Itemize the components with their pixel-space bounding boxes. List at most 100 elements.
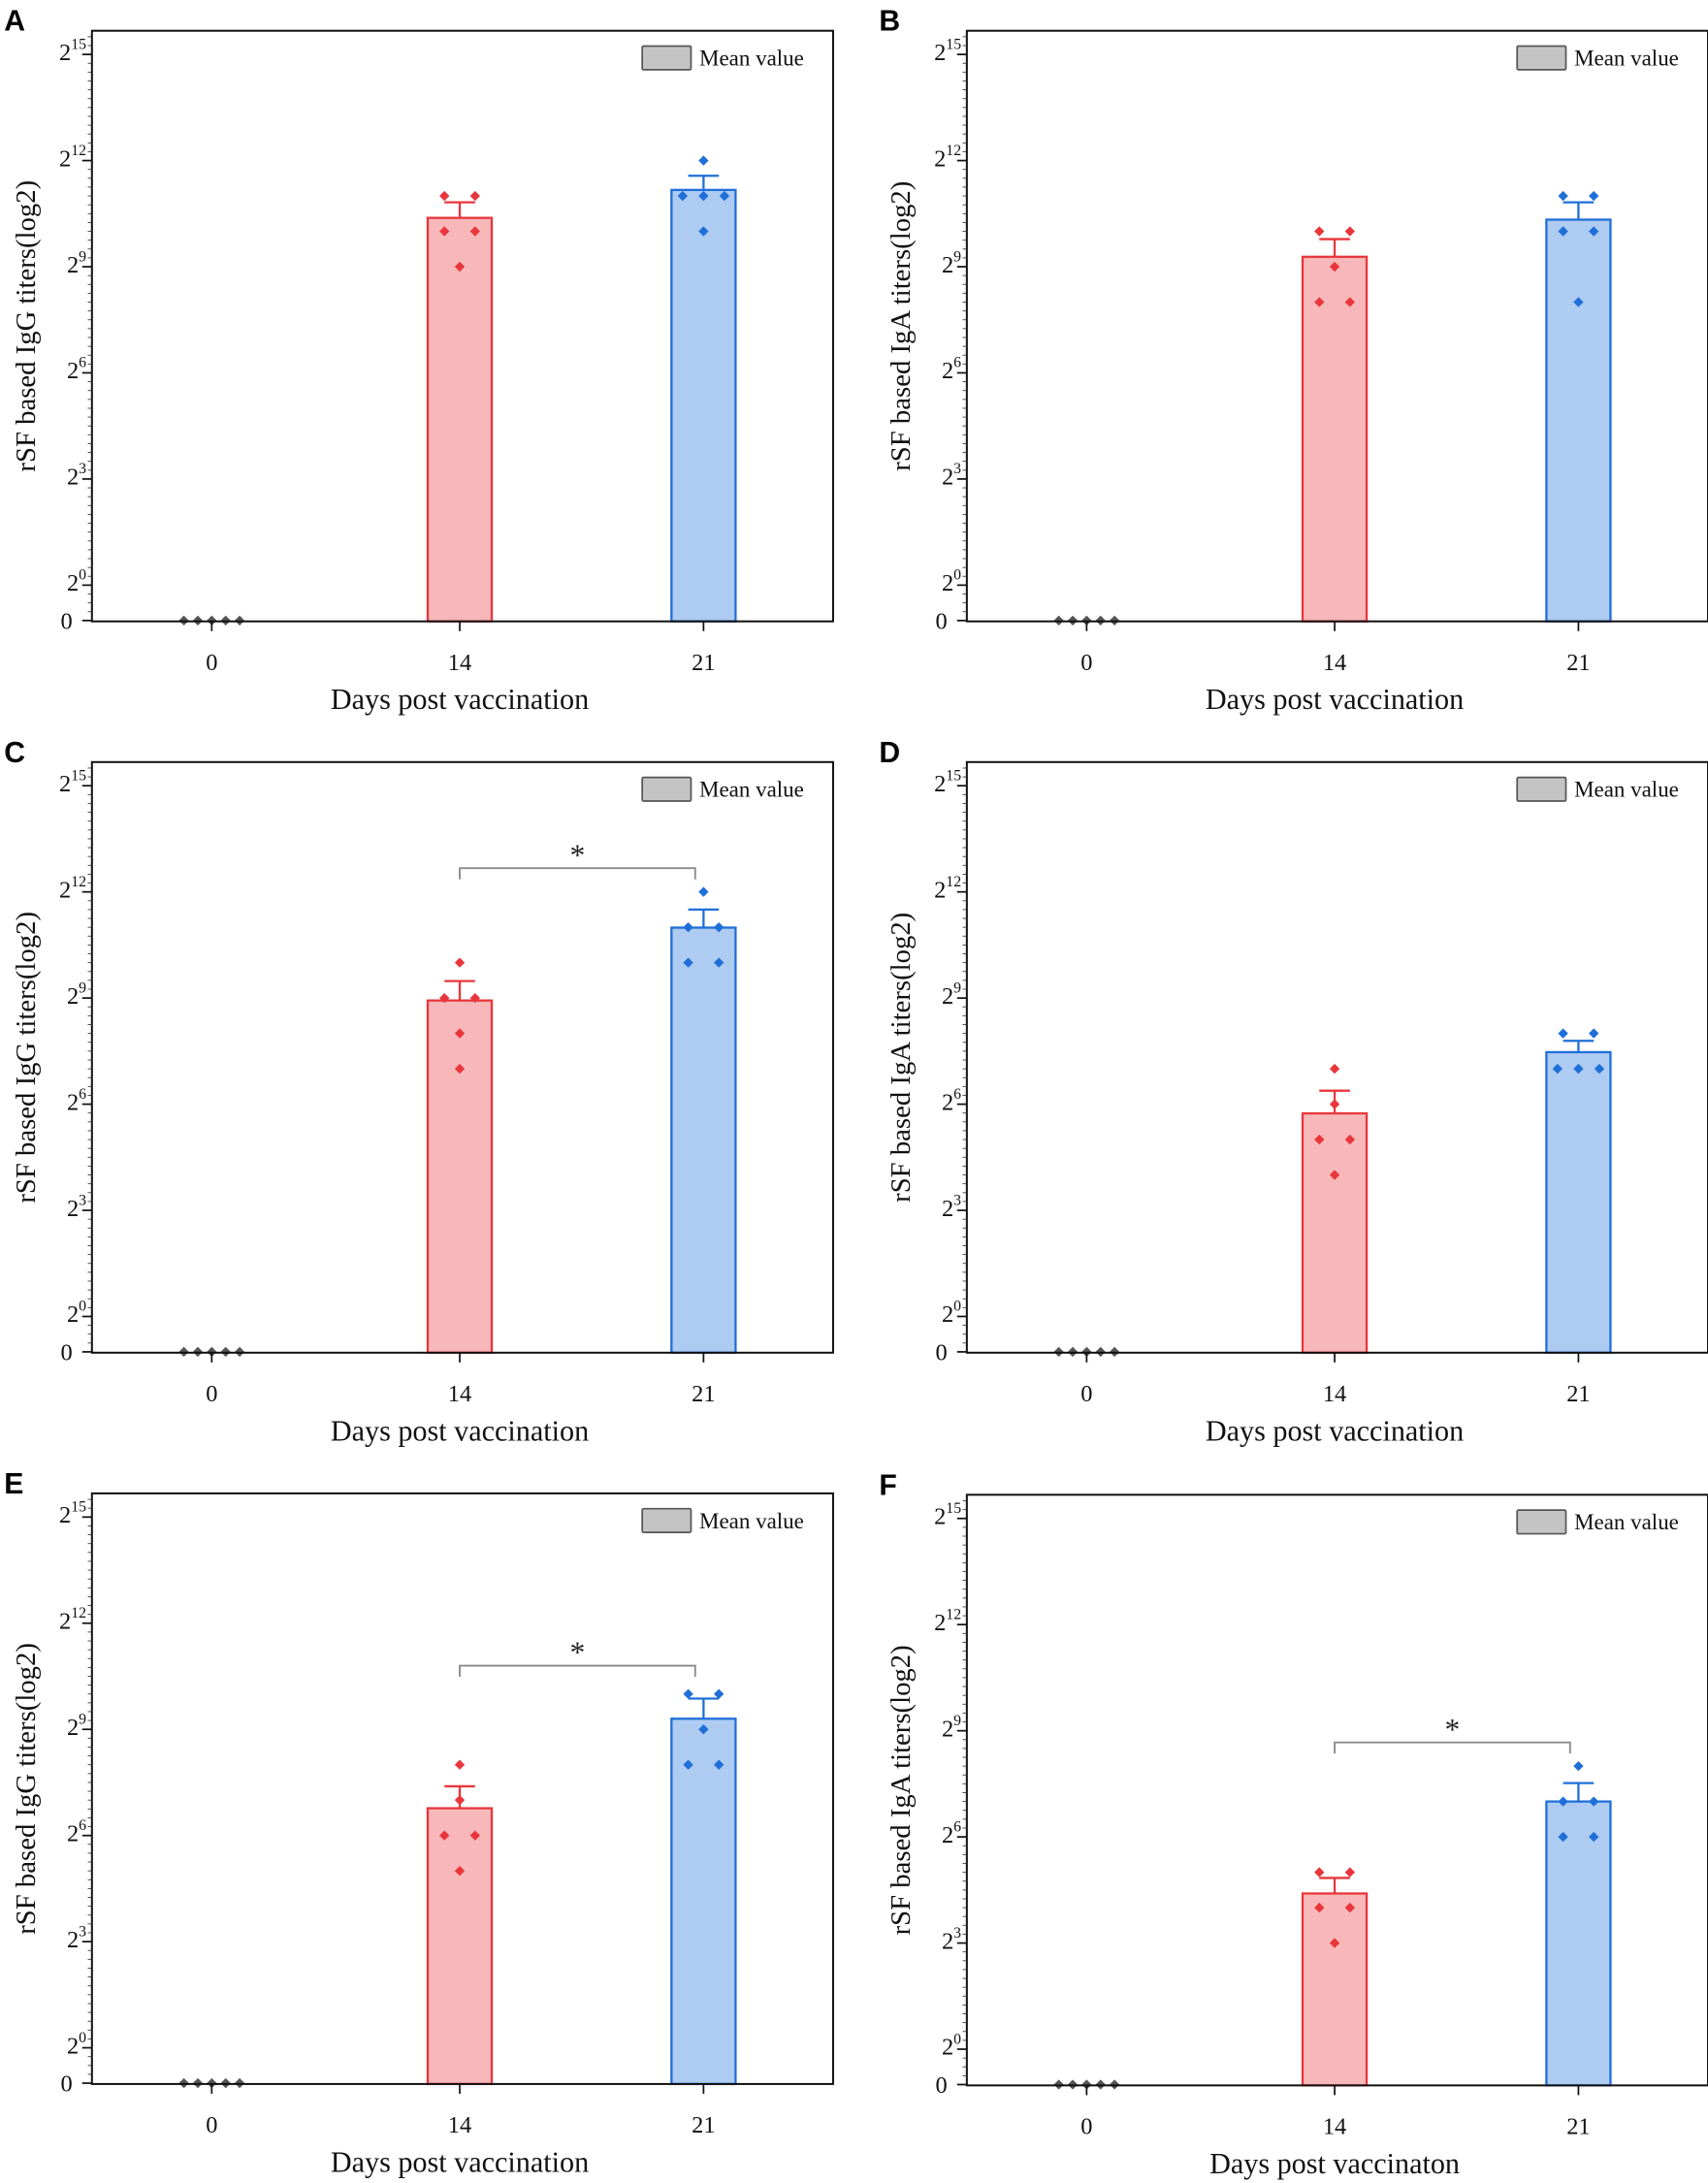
plot-frame <box>90 760 834 1354</box>
panel-letter: E <box>4 1468 23 1500</box>
y-tick-label: 215 <box>934 767 961 796</box>
x-tick-label: 14 <box>448 2112 471 2138</box>
x-tick-label: 0 <box>1080 650 1092 676</box>
data-point <box>683 1759 693 1770</box>
x-tick-label: 0 <box>1080 1381 1092 1407</box>
panel-letter: F <box>879 1469 896 1501</box>
y-tick-label: 23 <box>67 1192 86 1221</box>
y-tick-label: 212 <box>934 143 961 172</box>
x-tick-label: 21 <box>1566 650 1590 676</box>
panel-letter: D <box>879 737 900 769</box>
panel-letter: C <box>4 737 25 769</box>
significance-bracket <box>459 1664 696 1678</box>
data-point <box>1589 190 1599 202</box>
y-tick-label: 29 <box>942 248 961 277</box>
y-tick-label: 26 <box>67 1817 86 1846</box>
significance-asterisk: * <box>569 1636 585 1670</box>
y-tick-label: 23 <box>942 1925 961 1954</box>
data-point <box>698 886 709 897</box>
bar-day-21 <box>1545 1800 1612 2087</box>
bar-day-21 <box>670 188 737 623</box>
y-tick-label: 0 <box>936 2072 948 2099</box>
data-point <box>1558 1028 1568 1039</box>
data-point <box>469 190 480 202</box>
y-tick-label: 29 <box>67 248 86 277</box>
plot-frame <box>965 29 1708 623</box>
y-tick-label: 20 <box>67 1299 86 1328</box>
bar-day-21 <box>1545 1050 1612 1354</box>
y-tick-label: 29 <box>942 979 961 1009</box>
data-point <box>454 957 466 968</box>
data-point <box>1573 1760 1584 1772</box>
legend-swatch <box>1516 776 1567 802</box>
x-tick-label: 21 <box>1566 1381 1590 1407</box>
data-point <box>1344 297 1356 307</box>
bar-day-21 <box>670 1718 737 2086</box>
data-point <box>714 1759 725 1770</box>
bar-day-14 <box>426 999 494 1354</box>
y-tick-label: 20 <box>942 1299 961 1328</box>
legend-label: Mean value <box>699 47 804 71</box>
y-tick-label: 0 <box>936 1340 948 1366</box>
x-axis-label: Days post vaccination <box>331 2145 589 2178</box>
data-point <box>469 992 480 1004</box>
chart-panel-d: D 215 212 29 26 23 20 0 0 14 21 Days post vaccinati… <box>879 737 1708 1447</box>
y-tick-label: 26 <box>942 1818 961 1847</box>
significance-asterisk: * <box>1445 1713 1461 1747</box>
data-point <box>1329 1170 1340 1180</box>
y-axis-label: rSF based IgA titers(log2) <box>886 1645 917 1935</box>
legend-swatch <box>1516 1509 1567 1535</box>
y-tick-label: 29 <box>67 979 86 1009</box>
y-tick-label: 23 <box>67 461 86 490</box>
data-point <box>1314 226 1325 237</box>
x-tick-label: 14 <box>448 1381 471 1407</box>
y-tick-label: 212 <box>59 143 86 172</box>
y-tick-label: 215 <box>934 36 961 65</box>
chart-panel-c: C 215 212 29 26 23 20 0 0 14 21 Days post vaccinati… <box>4 737 834 1447</box>
x-tick-label: 0 <box>206 1381 217 1407</box>
y-tick-label: 20 <box>942 567 961 596</box>
y-tick-label: 29 <box>67 1711 86 1740</box>
y-tick-label: 215 <box>59 767 86 796</box>
bar-day-14 <box>1301 255 1369 623</box>
y-tick-label: 26 <box>67 1086 86 1115</box>
significance-asterisk: * <box>569 838 585 872</box>
data-point <box>1558 1831 1568 1843</box>
legend-label: Mean value <box>699 1509 804 1533</box>
bar-day-21 <box>670 926 737 1354</box>
data-point <box>454 1759 466 1770</box>
x-axis-label: Days post vaccinaton <box>1209 2147 1460 2180</box>
data-point <box>683 957 693 968</box>
data-point <box>1329 1063 1340 1075</box>
data-point <box>469 226 480 237</box>
data-point <box>683 921 693 933</box>
x-tick-label: 21 <box>692 1381 715 1407</box>
x-tick-label: 0 <box>206 2112 217 2138</box>
data-point <box>714 921 725 933</box>
bar-day-14 <box>426 216 494 623</box>
data-point <box>454 1795 466 1806</box>
panel-letter: B <box>879 6 900 38</box>
y-tick-label: 26 <box>67 355 86 384</box>
y-tick-label: 20 <box>67 2030 86 2059</box>
y-tick-label: 29 <box>942 1713 961 1742</box>
data-point <box>714 957 725 968</box>
legend-swatch <box>1516 45 1567 71</box>
legend-swatch <box>641 776 693 802</box>
y-tick-label: 0 <box>936 608 948 634</box>
plot-frame <box>90 29 834 623</box>
legend-swatch <box>641 1507 693 1533</box>
y-tick-label: 212 <box>59 874 86 903</box>
x-axis-label: Days post vaccination <box>1206 1414 1464 1447</box>
y-tick-label: 0 <box>60 2071 72 2098</box>
y-tick-label: 23 <box>67 1923 86 1952</box>
y-tick-label: 26 <box>942 1086 961 1115</box>
x-tick-label: 21 <box>692 2112 715 2138</box>
y-tick-label: 215 <box>934 1500 961 1529</box>
x-axis-label: Days post vaccination <box>1206 683 1464 716</box>
x-tick-label: 14 <box>1323 650 1346 676</box>
y-tick-label: 20 <box>942 2031 961 2060</box>
plot-frame <box>90 1492 834 2085</box>
chart-panel-e: E 215 212 29 26 23 20 0 0 14 21 Days post vaccinati… <box>4 1468 834 2178</box>
x-tick-label: 0 <box>206 650 217 676</box>
